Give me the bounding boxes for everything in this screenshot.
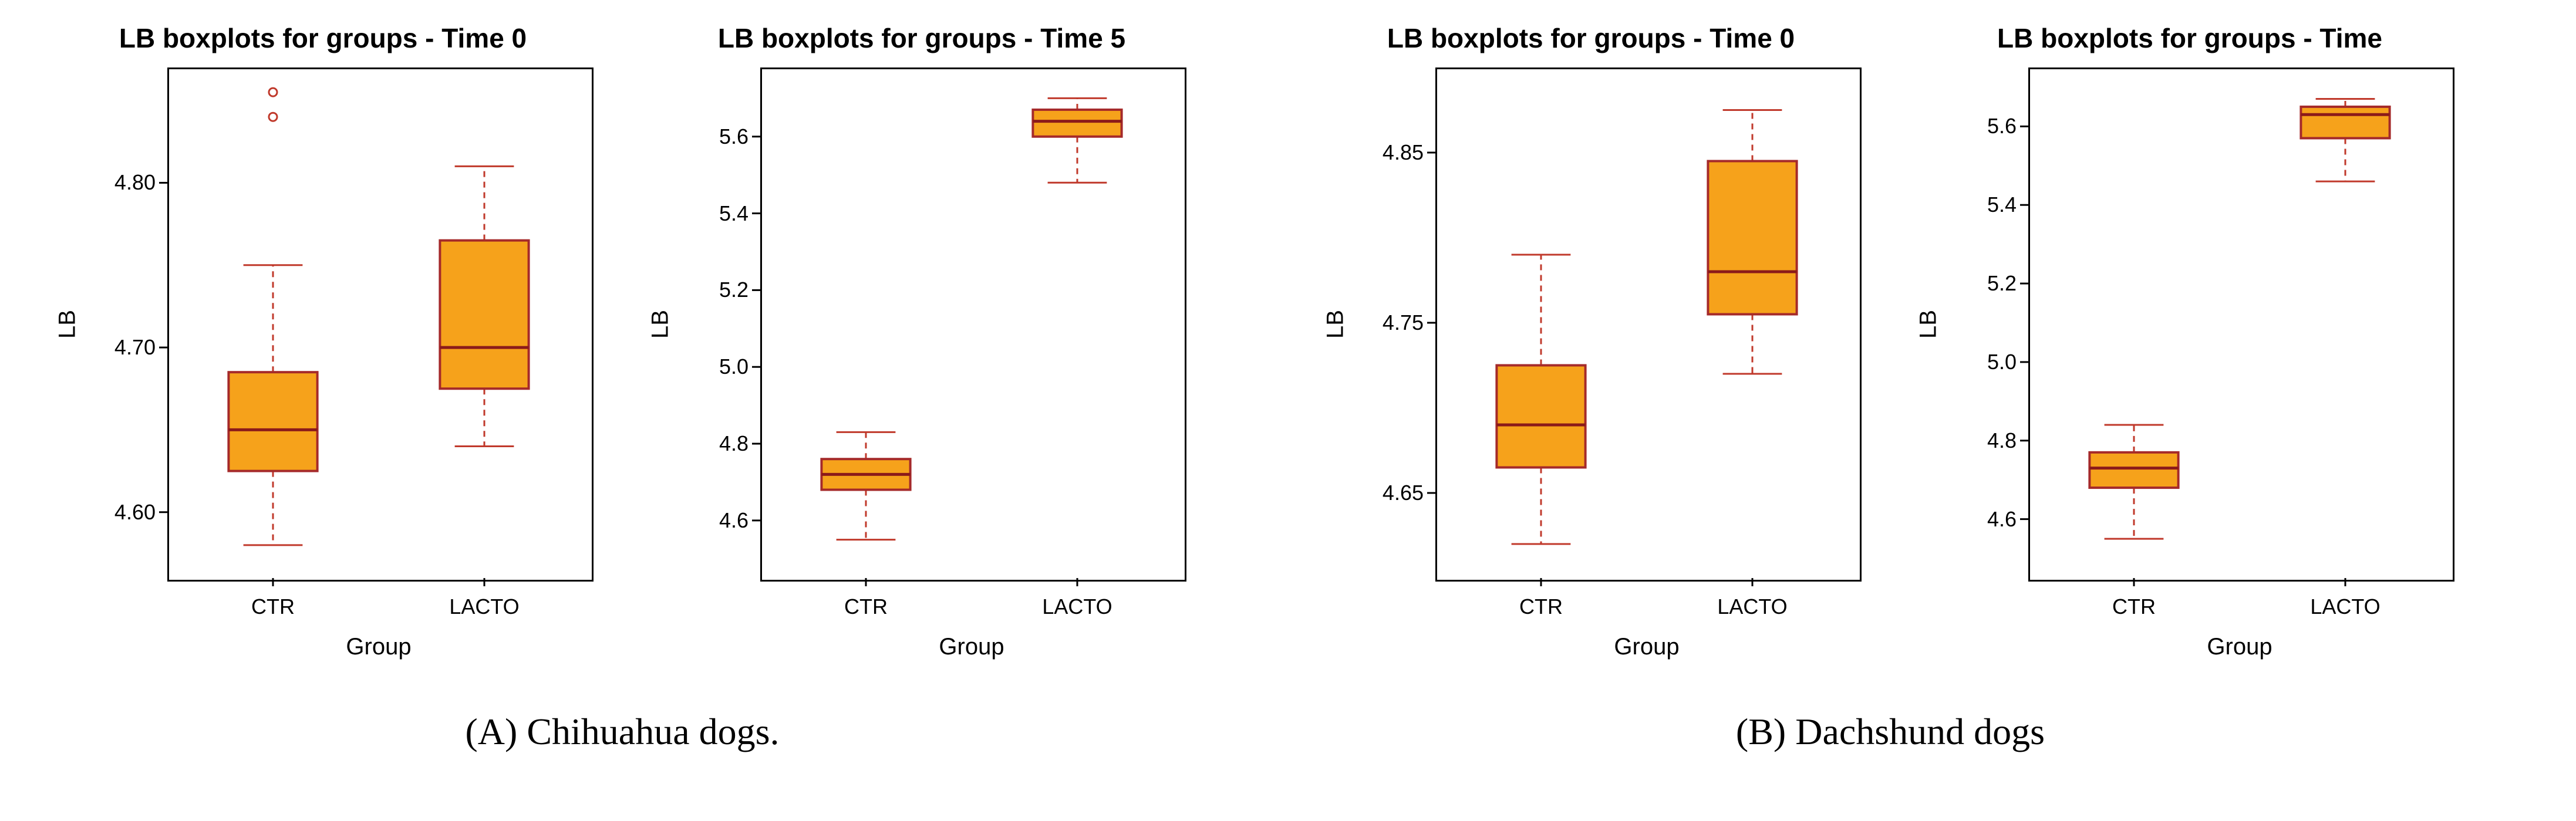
box — [1033, 110, 1121, 137]
group-caption: (B) Dachshund dogs — [1736, 710, 2045, 754]
panel-pair: LB boxplots for groups - Time 04.654.754… — [1292, 12, 2489, 704]
box — [1496, 366, 1585, 468]
plot-svg — [23, 12, 622, 704]
outlier-point — [269, 113, 277, 121]
box — [440, 241, 528, 389]
plot-svg — [1292, 12, 1890, 704]
box — [2301, 107, 2389, 138]
panel-pair: LB boxplots for groups - Time 04.604.704… — [23, 12, 1221, 704]
boxplot-panel: LB boxplots for groups - Time 04.604.704… — [23, 12, 622, 704]
outlier-point — [269, 88, 277, 96]
plot-svg — [622, 12, 1221, 704]
figure-row: LB boxplots for groups - Time 04.604.704… — [0, 0, 2576, 821]
boxplot-panel: LB boxplots for groups - Time 04.654.754… — [1292, 12, 1890, 704]
boxplot-panel: LB boxplots for groups - Time 54.64.85.0… — [622, 12, 1221, 704]
panel-group: LB boxplots for groups - Time 04.654.754… — [1292, 12, 2489, 754]
group-caption: (A) Chihuahua dogs. — [465, 710, 779, 754]
boxplot-panel: LB boxplots for groups - Time 4.64.85.05… — [1890, 12, 2489, 704]
plot-svg — [1890, 12, 2489, 704]
box — [1708, 161, 1796, 315]
box — [2089, 452, 2178, 488]
panel-group: LB boxplots for groups - Time 04.604.704… — [23, 12, 1221, 754]
box — [228, 372, 317, 471]
